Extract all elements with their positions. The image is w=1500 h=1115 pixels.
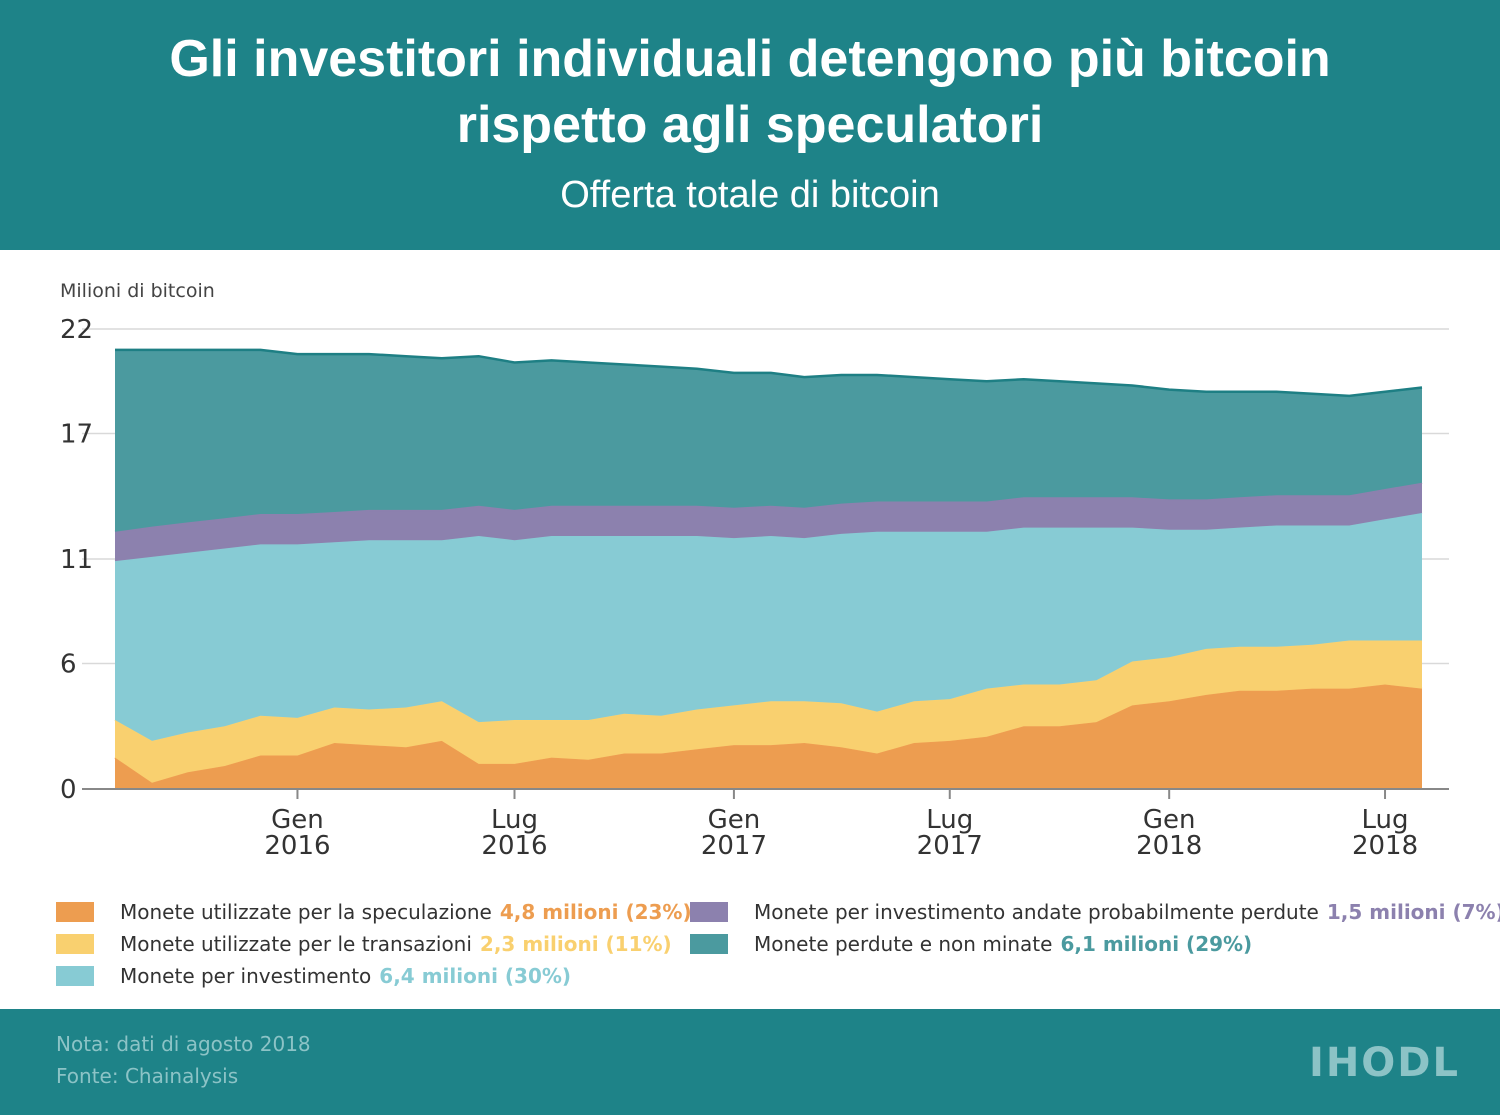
chart-title-line-2: rispetto agli speculatori (456, 96, 1044, 154)
area-series-0 (115, 684, 1422, 789)
area-series-2 (115, 513, 1422, 741)
footer-note: Nota: dati di agosto 2018 (56, 1032, 311, 1056)
x-tick-month: Gen (271, 805, 324, 835)
legend-swatch (690, 902, 728, 922)
legend-value: 2,3 milioni (11%) (479, 932, 672, 956)
y-tick-label: 17 (60, 420, 93, 450)
legend-item-lost-unmined: Monete perdute e non minate 6,1 milioni (… (690, 932, 1252, 956)
axes (82, 788, 1449, 799)
x-tick-year: 2017 (917, 831, 983, 861)
legend-item-investment: Monete per investimento 6,4 milioni (30%) (56, 964, 571, 988)
legend-swatch (56, 902, 94, 922)
legend-label: Monete utilizzate per le transazioni (120, 932, 472, 956)
chart-subtitle: Offerta totale di bitcoin (560, 174, 940, 216)
y-axis-label: Milioni di bitcoin (60, 280, 215, 302)
x-tick-year: 2018 (1136, 831, 1202, 861)
area-series (114, 348, 1423, 789)
legend-item-lost-investment: Monete per investimento andate probabilm… (690, 900, 1500, 924)
area-series-4 (115, 349, 1422, 532)
legend-value: 1,5 milioni (7%) (1326, 900, 1500, 924)
legend-label: Monete utilizzate per la speculazione (120, 900, 492, 924)
legend-value: 6,1 milioni (29%) (1060, 932, 1253, 956)
y-tick-label: 22 (60, 315, 93, 345)
legend-swatch (690, 934, 728, 954)
legend-value: 6,4 milioni (30%) (379, 964, 572, 988)
x-tick-year: 2018 (1352, 831, 1418, 861)
chart-title-line-1: Gli investitori individuali detengono pi… (169, 30, 1331, 88)
x-tick-year: 2017 (701, 831, 767, 861)
header-banner: Gli investitori individuali detengono pi… (0, 0, 1500, 250)
area-series-3 (115, 482, 1422, 562)
x-tick-month: Lug (1362, 805, 1409, 835)
legend-label: Monete per investimento andate probabilm… (754, 900, 1319, 924)
y-tick-label: 6 (60, 650, 77, 680)
x-tick-month: Gen (1143, 805, 1196, 835)
legend-label: Monete per investimento (120, 964, 372, 988)
legend-swatch (56, 934, 94, 954)
x-tick-labels: Gen2016Lug2016Gen2017Lug2017Gen2018Lug20… (264, 805, 1418, 861)
legend-item-speculation: Monete utilizzate per la speculazione 4,8… (56, 900, 692, 924)
y-tick-label: 11 (60, 545, 93, 575)
footer-source: Fonte: Chainalysis (56, 1064, 239, 1088)
area-series-edge (115, 348, 1423, 398)
y-tick-label: 0 (60, 775, 77, 805)
legend-label: Monete perdute e non minate (754, 932, 1053, 956)
legend-value: 4,8 milioni (23%) (499, 900, 692, 924)
ihodl-logo: IHODL (1308, 1040, 1460, 1086)
x-tick-year: 2016 (481, 831, 547, 861)
legend-swatch (56, 966, 94, 986)
footer-banner (0, 1009, 1500, 1115)
y-tick-labels: 0 6 11 17 22 (60, 315, 93, 805)
x-tick-month: Lug (926, 805, 973, 835)
x-tick-month: Lug (491, 805, 538, 835)
x-tick-year: 2016 (264, 831, 330, 861)
legend-item-transactions: Monete utilizzate per le transazioni 2,3 … (56, 932, 672, 956)
x-tick-month: Gen (708, 805, 761, 835)
area-series-1 (115, 640, 1422, 783)
